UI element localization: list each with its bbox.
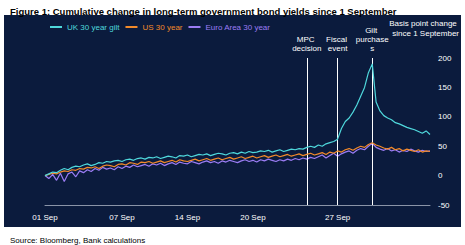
svg-text:150: 150 xyxy=(438,83,452,92)
svg-text:s: s xyxy=(370,44,374,53)
svg-text:UK 30 year gilt: UK 30 year gilt xyxy=(67,23,120,32)
svg-text:-50: -50 xyxy=(438,201,450,210)
svg-text:Gilt: Gilt xyxy=(365,26,379,35)
svg-text:20 Sep: 20 Sep xyxy=(240,213,266,222)
svg-text:100: 100 xyxy=(438,112,452,121)
svg-text:14 Sep: 14 Sep xyxy=(175,213,201,222)
svg-text:07 Sep: 07 Sep xyxy=(109,213,135,222)
svg-text:purchase: purchase xyxy=(356,35,389,44)
svg-text:MPC: MPC xyxy=(297,35,317,44)
svg-text:Source: Bloomberg, Bank calcul: Source: Bloomberg, Bank calculations xyxy=(10,236,145,245)
svg-text:event: event xyxy=(328,44,348,53)
svg-text:decision: decision xyxy=(292,44,321,53)
svg-text:since 1 September: since 1 September xyxy=(392,29,459,38)
svg-text:50: 50 xyxy=(438,142,447,151)
svg-text:Basis point change: Basis point change xyxy=(389,19,459,28)
svg-text:Fiscal: Fiscal xyxy=(326,35,349,44)
svg-text:0: 0 xyxy=(438,171,443,180)
svg-text:01 Sep: 01 Sep xyxy=(32,213,58,222)
svg-text:Euro Area 30 year: Euro Area 30 year xyxy=(205,23,270,32)
svg-text:200: 200 xyxy=(438,54,452,63)
svg-text:Figure 1: Cumulative change in: Figure 1: Cumulative change in long-term… xyxy=(10,6,397,17)
svg-text:US 30 year: US 30 year xyxy=(142,23,182,32)
svg-text:27 Sep: 27 Sep xyxy=(325,213,351,222)
